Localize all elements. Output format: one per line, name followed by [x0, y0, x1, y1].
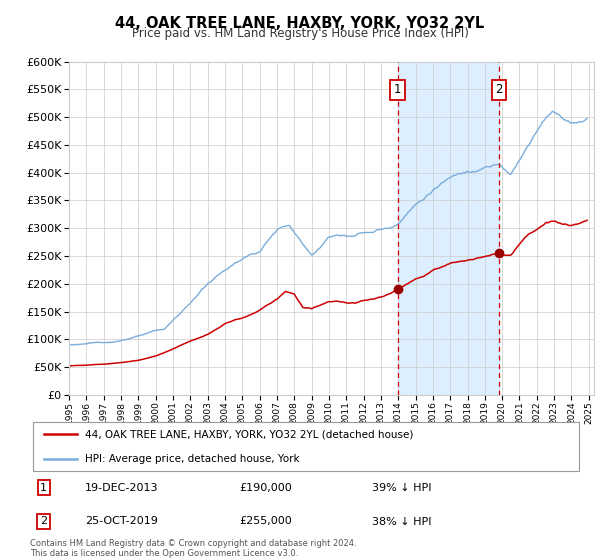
Text: 2: 2 [495, 83, 503, 96]
Bar [398, 62, 499, 395]
Text: Price paid vs. HM Land Registry's House Price Index (HPI): Price paid vs. HM Land Registry's House … [131, 27, 469, 40]
Text: HPI: Average price, detached house, York: HPI: Average price, detached house, York [85, 454, 300, 464]
Text: 1: 1 [40, 483, 47, 493]
Text: 1: 1 [394, 83, 401, 96]
Text: 2: 2 [40, 516, 47, 526]
Text: 25-OCT-2019: 25-OCT-2019 [85, 516, 158, 526]
Text: £190,000: £190,000 [240, 483, 293, 493]
Text: 44, OAK TREE LANE, HAXBY, YORK, YO32 2YL: 44, OAK TREE LANE, HAXBY, YORK, YO32 2YL [115, 16, 485, 31]
Text: 44, OAK TREE LANE, HAXBY, YORK, YO32 2YL (detached house): 44, OAK TREE LANE, HAXBY, YORK, YO32 2YL… [85, 430, 413, 440]
FancyBboxPatch shape [33, 422, 578, 471]
Text: £255,000: £255,000 [240, 516, 293, 526]
Text: Contains HM Land Registry data © Crown copyright and database right 2024.
This d: Contains HM Land Registry data © Crown c… [30, 539, 356, 558]
Text: 19-DEC-2013: 19-DEC-2013 [85, 483, 158, 493]
Text: 39% ↓ HPI: 39% ↓ HPI [372, 483, 432, 493]
Text: 38% ↓ HPI: 38% ↓ HPI [372, 516, 432, 526]
